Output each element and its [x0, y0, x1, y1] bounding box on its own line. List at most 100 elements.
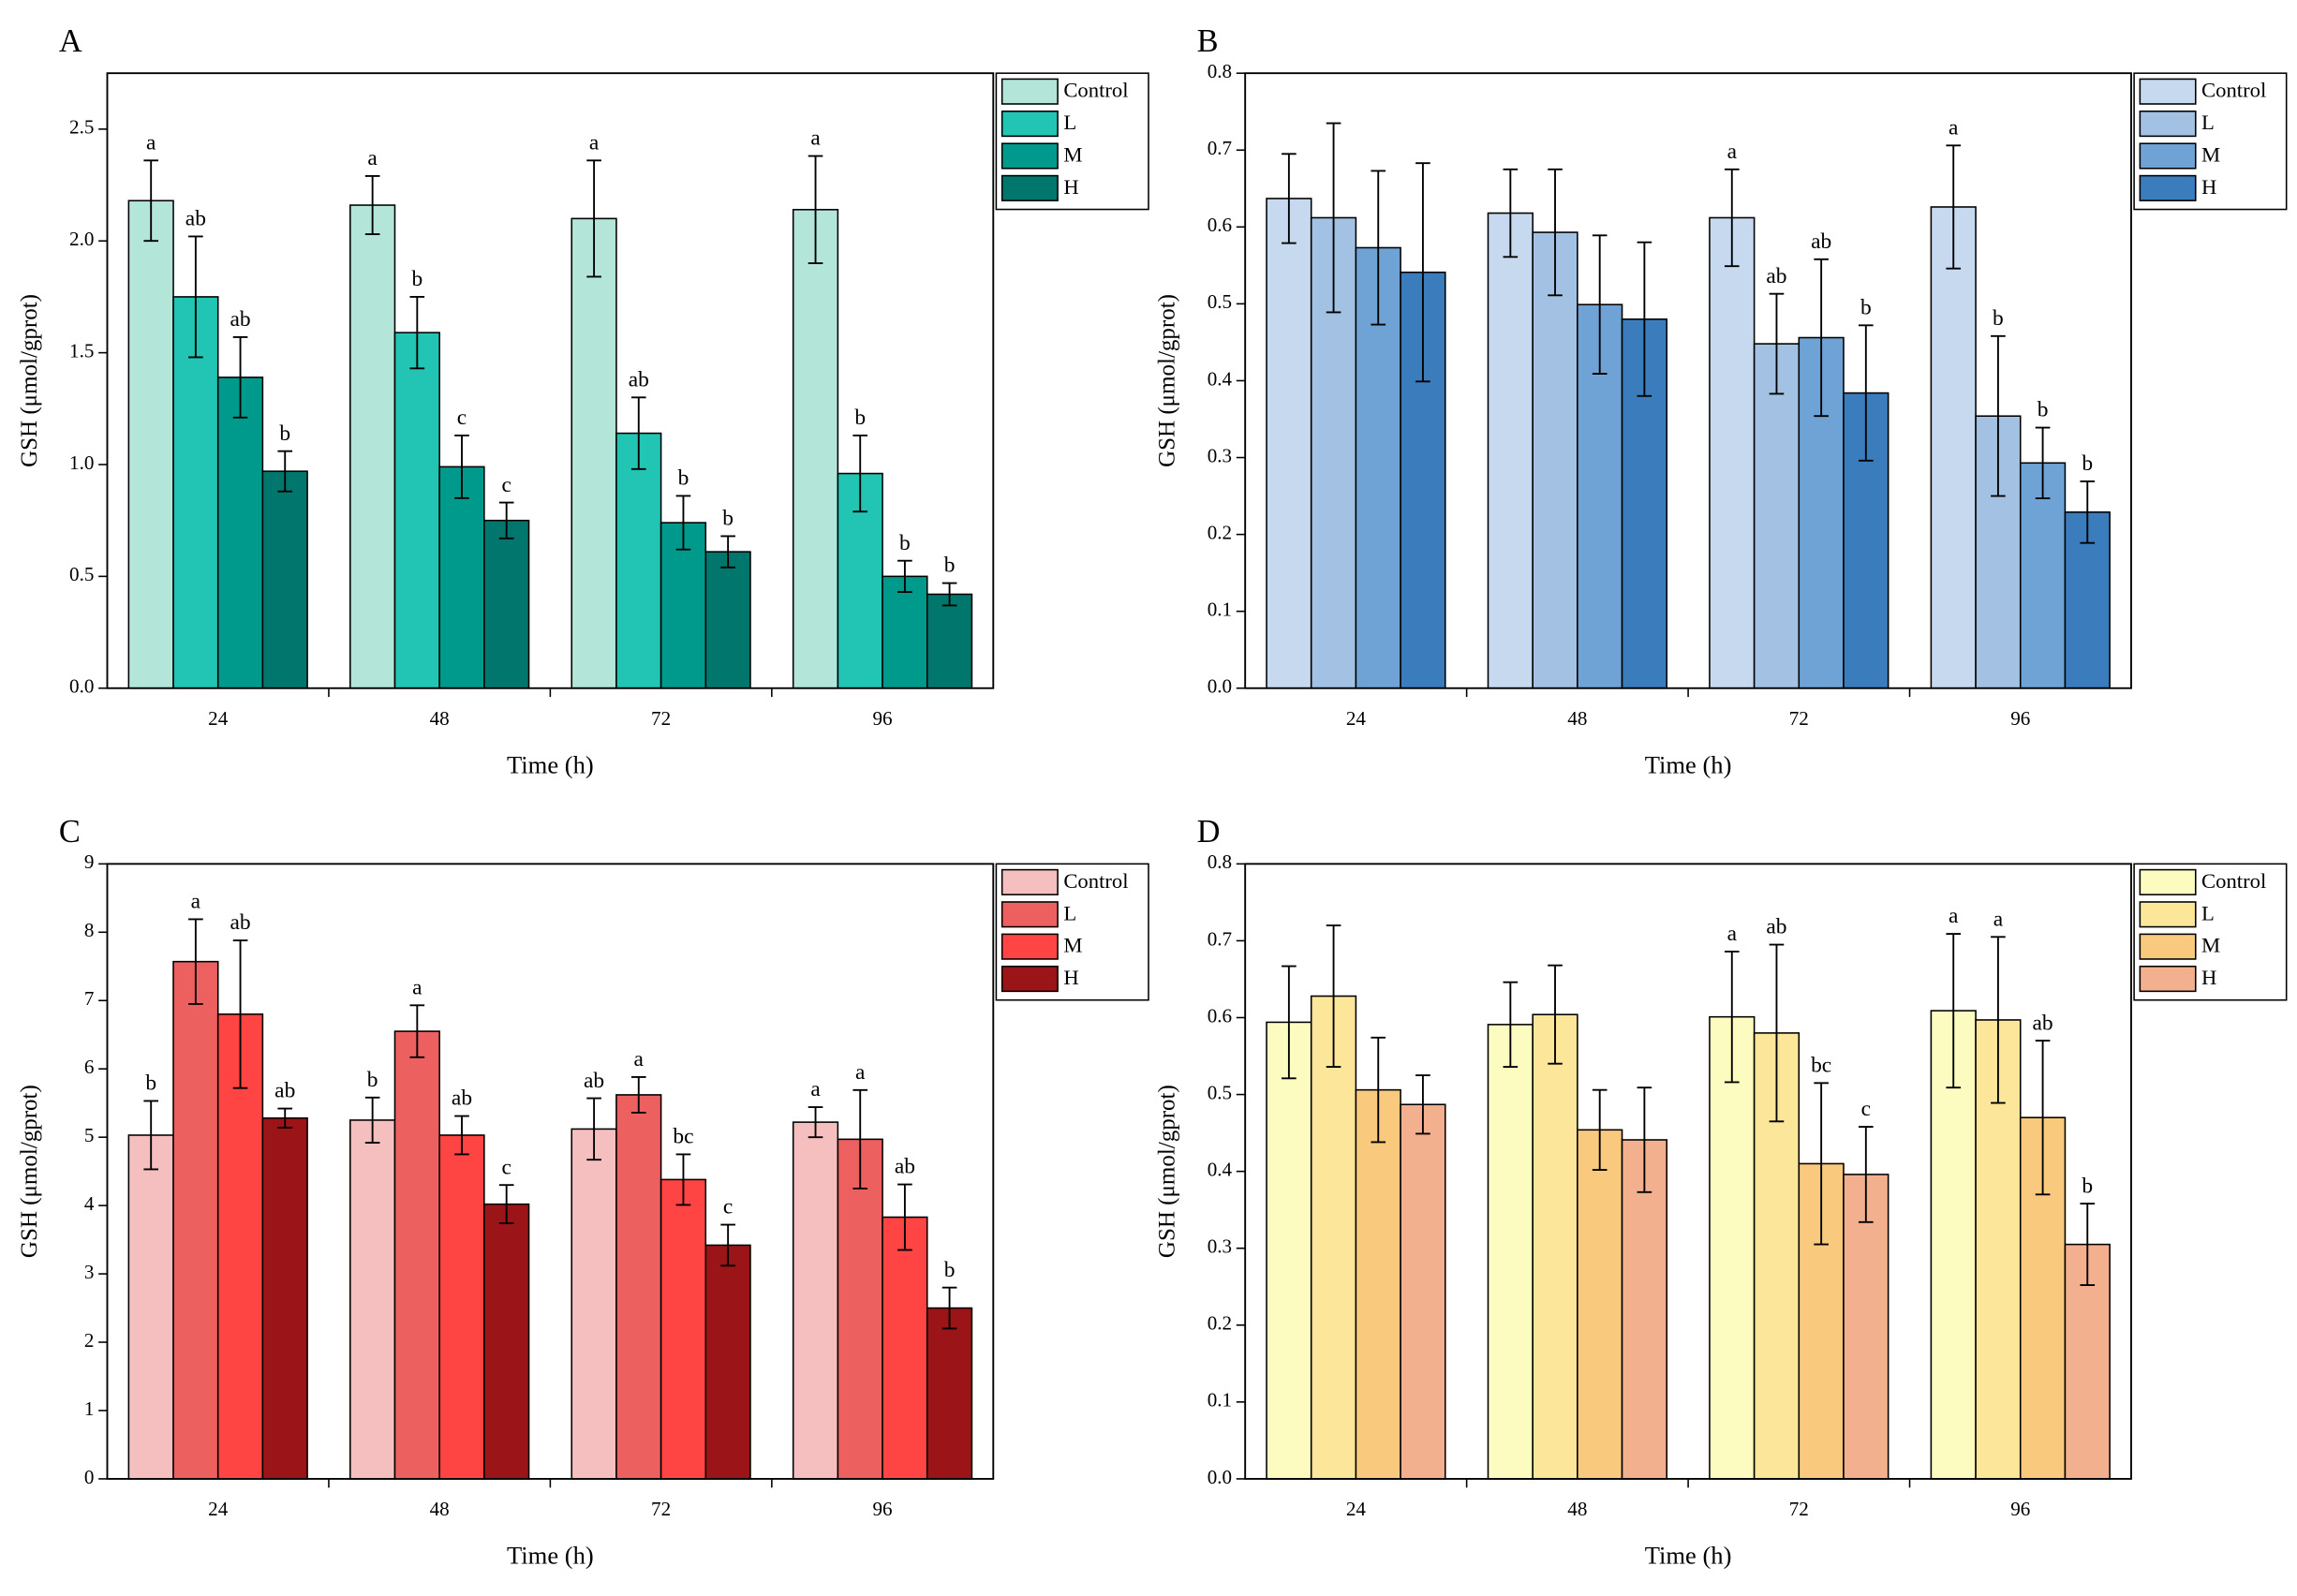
- significance-label: a: [634, 1047, 645, 1071]
- significance-label: b: [678, 466, 689, 491]
- y-tick-label: 0.2: [1208, 521, 1232, 543]
- legend-swatch: [1000, 868, 1059, 895]
- bar: [1266, 198, 1312, 689]
- error-bar: [188, 235, 203, 359]
- error-bar: [364, 175, 380, 236]
- plot-frame: [1244, 72, 2132, 689]
- bar: [172, 296, 219, 689]
- x-tick-label: 24: [208, 1498, 229, 1520]
- bar: [1930, 206, 1977, 689]
- error-bar: [720, 535, 735, 569]
- error-bar: [232, 335, 248, 419]
- legend-swatch: [1000, 78, 1059, 105]
- legend-swatch: [2139, 174, 2197, 201]
- error-bar: [1946, 144, 1962, 270]
- significance-label: b: [2082, 1174, 2093, 1198]
- bar: [438, 466, 485, 689]
- x-tick-label: 24: [1346, 707, 1367, 730]
- legend-swatch: [2139, 142, 2197, 170]
- y-tick-label: 0.8: [1208, 60, 1232, 82]
- legend-label: L: [1063, 111, 1076, 134]
- error-bar: [1326, 122, 1341, 314]
- significance-label: c: [501, 473, 511, 497]
- bar: [792, 209, 839, 689]
- significance-label: a: [146, 130, 156, 155]
- significance-label: b: [944, 554, 956, 578]
- legend-swatch: [1000, 965, 1059, 993]
- error-bar: [1637, 1086, 1652, 1193]
- legend-label: Control: [2201, 869, 2266, 893]
- x-tick-label: 24: [1346, 1498, 1367, 1520]
- error-bar: [498, 501, 514, 539]
- error-bar: [454, 1115, 469, 1156]
- error-bar: [409, 295, 425, 370]
- significance-label: ab: [895, 1155, 915, 1179]
- significance-label: b: [854, 406, 866, 430]
- significance-label: ab: [230, 910, 250, 935]
- significance-label: b: [944, 1258, 956, 1282]
- error-bar: [1991, 334, 2006, 497]
- bar: [483, 519, 530, 689]
- y-tick-label: 0.5: [1208, 290, 1232, 313]
- error-bar: [941, 1286, 957, 1330]
- error-bar: [1282, 965, 1297, 1080]
- significance-label: b: [1860, 296, 1872, 320]
- y-tick-label: 6: [84, 1056, 95, 1078]
- x-tick-label: 72: [651, 1498, 671, 1520]
- significance-label: bc: [1811, 1053, 1831, 1077]
- significance-label: a: [1993, 907, 2004, 931]
- legend-swatch: [2139, 965, 2197, 993]
- y-tick-label: 7: [84, 987, 95, 1010]
- significance-label: b: [145, 1071, 156, 1096]
- legend-label: H: [1063, 966, 1078, 989]
- error-bar: [1371, 170, 1386, 326]
- significance-label: c: [501, 1155, 511, 1179]
- x-axis-label: Time (h): [507, 1541, 594, 1569]
- error-bar: [897, 1183, 912, 1251]
- x-tick-label: 72: [1789, 707, 1809, 730]
- error-bar: [1592, 1088, 1608, 1171]
- legend-swatch: [2139, 901, 2197, 928]
- significance-label: ab: [1766, 264, 1786, 288]
- y-tick-label: 0.6: [1208, 214, 1232, 236]
- significance-label: a: [810, 1077, 821, 1101]
- error-bar: [2035, 1040, 2051, 1196]
- bar: [792, 1121, 839, 1480]
- y-tick-label: 5: [84, 1124, 95, 1146]
- y-tick-label: 0.4: [1208, 1158, 1233, 1180]
- bar: [1487, 212, 1534, 689]
- y-tick-label: 0.7: [1208, 137, 1232, 159]
- y-tick-label: 3: [84, 1261, 95, 1283]
- y-tick-label: 0.1: [1208, 598, 1232, 621]
- error-bar: [1769, 292, 1785, 395]
- legend-label: Control: [1063, 79, 1128, 102]
- x-tick-label: 96: [2010, 707, 2030, 730]
- error-bar: [1592, 234, 1608, 376]
- y-axis-label: GSH (μmol/gprot): [17, 1085, 42, 1258]
- significance-label: c: [457, 406, 467, 430]
- bar: [1266, 1021, 1312, 1480]
- bar: [261, 470, 308, 689]
- significance-label: b: [899, 531, 911, 555]
- error-bar: [586, 159, 601, 278]
- x-axis-label: Time (h): [507, 750, 594, 778]
- significance-label: c: [723, 1195, 733, 1219]
- y-tick-label: 0.0: [1208, 675, 1232, 698]
- y-tick-label: 8: [84, 919, 95, 941]
- error-bar: [1946, 933, 1962, 1089]
- significance-label: a: [1727, 922, 1738, 946]
- significance-label: a: [855, 1060, 866, 1085]
- bar: [172, 960, 219, 1480]
- x-axis-label: Time (h): [1645, 1541, 1732, 1569]
- y-tick-label: 9: [84, 850, 95, 873]
- error-bar: [1724, 950, 1740, 1084]
- legend-label: L: [2201, 901, 2215, 924]
- legend-swatch: [1000, 933, 1059, 960]
- error-bar: [498, 1184, 514, 1225]
- error-bar: [364, 1096, 380, 1144]
- y-axis-label: GSH (μmol/gprot): [17, 294, 42, 467]
- error-bar: [2080, 480, 2096, 544]
- error-bar: [1548, 168, 1563, 297]
- y-axis-label: GSH (μmol/gprot): [1155, 1085, 1180, 1258]
